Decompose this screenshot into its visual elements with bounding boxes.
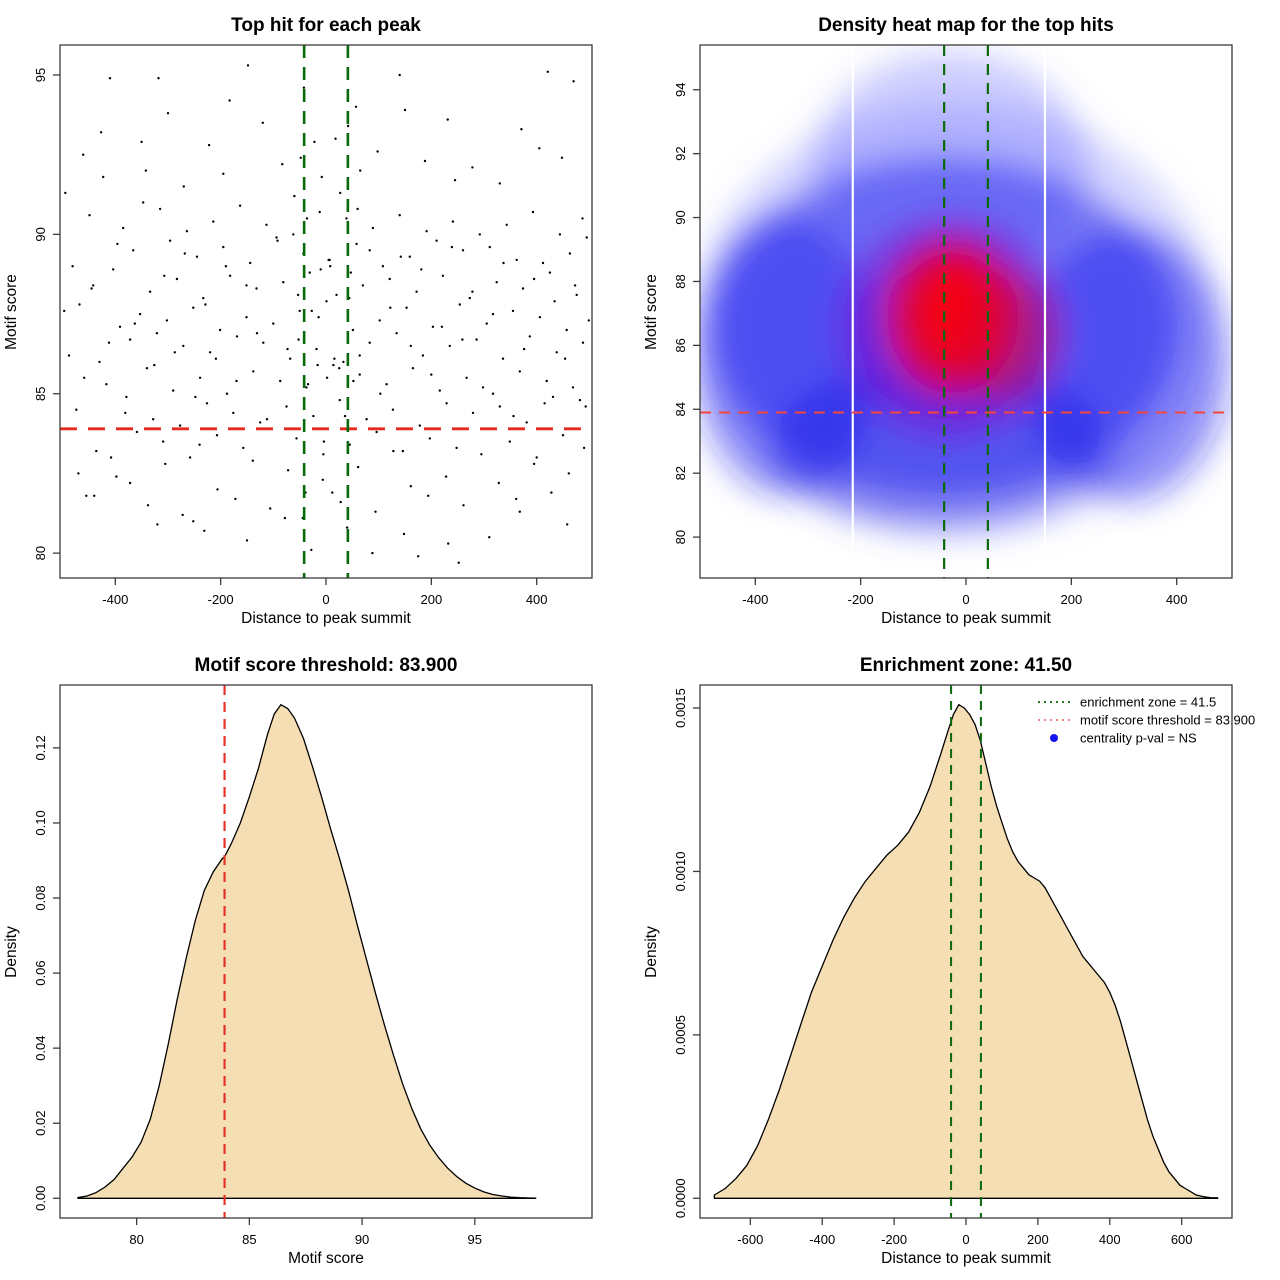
y-tick-label: 0.0005 [673,1015,688,1055]
scatter-points [62,64,590,564]
x-tick-label: -600 [737,1232,763,1247]
x-tick-label: -200 [208,592,234,607]
y-tick-label: 82 [673,466,688,480]
legend-label: enrichment zone = 41.5 [1080,695,1216,710]
plot-box [59,684,593,1219]
x-tick-label: 400 [1166,592,1188,607]
axes: -400 -200 0 200 400 80 85 90 95 [33,44,593,607]
heatmap-panel: Density heat map for the top hits -400 -2… [640,0,1280,640]
x-tick-label: -400 [102,592,128,607]
y-tick-label: 95 [33,68,48,82]
axes: -400 -200 0 200 400 80 82 84 86 88 90 92 94 [673,44,1233,607]
x-tick-label: 0 [962,592,969,607]
x-tick-label: 95 [468,1232,482,1247]
x-axis-label: Motif score [288,1250,364,1267]
x-axis-label: Distance to peak summit [881,610,1051,627]
y-tick-label: 0.0000 [673,1178,688,1218]
y-tick-label: 0.10 [33,810,48,835]
x-tick-label: -400 [742,592,768,607]
x-tick-label: -200 [881,1232,907,1247]
x-tick-label: 90 [355,1232,369,1247]
y-tick-label: 92 [673,146,688,160]
y-axis-label: Density [3,926,20,978]
y-tick-label: 86 [673,338,688,352]
y-tick-label: 0.12 [33,735,48,760]
x-tick-label: 200 [1060,592,1082,607]
y-tick-label: 0.0015 [673,688,688,728]
x-tick-label: 0 [322,592,329,607]
y-axis-label: Density [643,926,660,978]
x-axis-label: Distance to peak summit [241,610,411,627]
y-tick-label: 0.0010 [673,852,688,892]
x-tick-label: 0 [962,1232,969,1247]
legend: enrichment zone = 41.5 motif score thresh… [1038,695,1255,746]
scatter-panel: Top hit for each peak -400 -200 0 200 400 80 8… [0,0,640,640]
panel-title: Motif score threshold: 83.900 [195,655,458,676]
y-tick-label: 0.06 [33,960,48,985]
distance-density-panel: Enrichment zone: 41.50 enrichment zone =… [640,640,1280,1280]
axes: 80 85 90 95 0.00 0.02 0.04 0.06 0.08 0.10 0.12 [33,684,593,1247]
x-tick-label: 80 [129,1232,143,1247]
heatmap-plot: Density heat map for the top hits -400 -2… [643,15,1233,627]
x-tick-label: 600 [1171,1232,1193,1247]
panel-title: Density heat map for the top hits [818,15,1114,36]
scatter-plot: Top hit for each peak -400 -200 0 200 400 80 8… [3,15,593,627]
y-axis-label: Motif score [643,274,660,350]
y-tick-label: 88 [673,274,688,288]
y-axis-label: Motif score [3,274,20,350]
y-tick-label: 80 [673,530,688,544]
y-tick-label: 90 [33,227,48,241]
legend-label: centrality p-val = NS [1080,731,1197,746]
density-curve [77,703,537,1199]
x-tick-label: -400 [809,1232,835,1247]
density-curve [713,703,1219,1199]
y-tick-label: 0.04 [33,1035,48,1060]
x-tick-label: 400 [1099,1232,1121,1247]
y-tick-label: 84 [673,402,688,416]
axes: -600 -400 -200 0 200 400 600 0.0000 0.0005 0.0010… [673,684,1233,1247]
distance-density-plot: Enrichment zone: 41.50 enrichment zone =… [643,655,1255,1267]
y-tick-label: 0.00 [33,1186,48,1211]
y-tick-label: 80 [33,546,48,560]
x-tick-label: -200 [848,592,874,607]
y-tick-label: 85 [33,387,48,401]
legend-label: motif score threshold = 83.900 [1080,713,1255,728]
score-density-panel: Motif score threshold: 83.900 80 85 90 95 0.… [0,640,640,1280]
legend-item: enrichment zone = 41.5 [1038,695,1216,710]
x-axis-label: Distance to peak summit [881,1250,1051,1267]
x-tick-label: 400 [526,592,548,607]
x-tick-label: 200 [420,592,442,607]
y-tick-label: 90 [673,210,688,224]
legend-dot-sample [1050,734,1058,742]
x-tick-label: 200 [1027,1232,1049,1247]
y-tick-label: 0.08 [33,885,48,910]
y-tick-label: 94 [673,83,688,97]
legend-item: centrality p-val = NS [1050,731,1197,746]
panel-title: Top hit for each peak [231,15,421,36]
density-heatmap [700,45,1232,578]
score-density-plot: Motif score threshold: 83.900 80 85 90 95 0.… [3,655,593,1267]
panel-title: Enrichment zone: 41.50 [860,655,1072,676]
x-tick-label: 85 [242,1232,256,1247]
y-tick-label: 0.02 [33,1111,48,1136]
legend-item: motif score threshold = 83.900 [1038,713,1255,728]
